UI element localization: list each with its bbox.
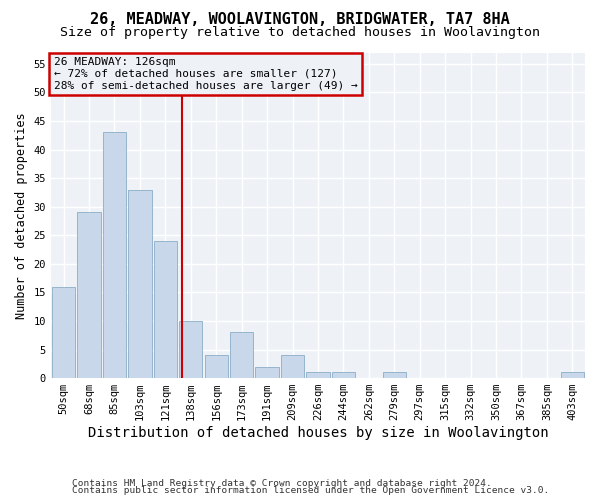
Bar bbox=[52, 286, 76, 378]
Bar bbox=[383, 372, 406, 378]
Bar bbox=[154, 241, 177, 378]
Bar bbox=[205, 355, 228, 378]
Y-axis label: Number of detached properties: Number of detached properties bbox=[15, 112, 28, 318]
Text: 26, MEADWAY, WOOLAVINGTON, BRIDGWATER, TA7 8HA: 26, MEADWAY, WOOLAVINGTON, BRIDGWATER, T… bbox=[90, 12, 510, 28]
Bar bbox=[306, 372, 329, 378]
Bar bbox=[281, 355, 304, 378]
Text: Contains public sector information licensed under the Open Government Licence v3: Contains public sector information licen… bbox=[72, 486, 549, 495]
Text: Size of property relative to detached houses in Woolavington: Size of property relative to detached ho… bbox=[60, 26, 540, 39]
Bar bbox=[103, 132, 126, 378]
X-axis label: Distribution of detached houses by size in Woolavington: Distribution of detached houses by size … bbox=[88, 426, 548, 440]
Bar bbox=[230, 332, 253, 378]
Text: 26 MEADWAY: 126sqm
← 72% of detached houses are smaller (127)
28% of semi-detach: 26 MEADWAY: 126sqm ← 72% of detached hou… bbox=[53, 58, 358, 90]
Bar bbox=[256, 366, 279, 378]
Bar bbox=[332, 372, 355, 378]
Bar bbox=[77, 212, 101, 378]
Bar bbox=[179, 321, 202, 378]
Bar bbox=[560, 372, 584, 378]
Bar bbox=[128, 190, 152, 378]
Text: Contains HM Land Registry data © Crown copyright and database right 2024.: Contains HM Land Registry data © Crown c… bbox=[72, 478, 492, 488]
